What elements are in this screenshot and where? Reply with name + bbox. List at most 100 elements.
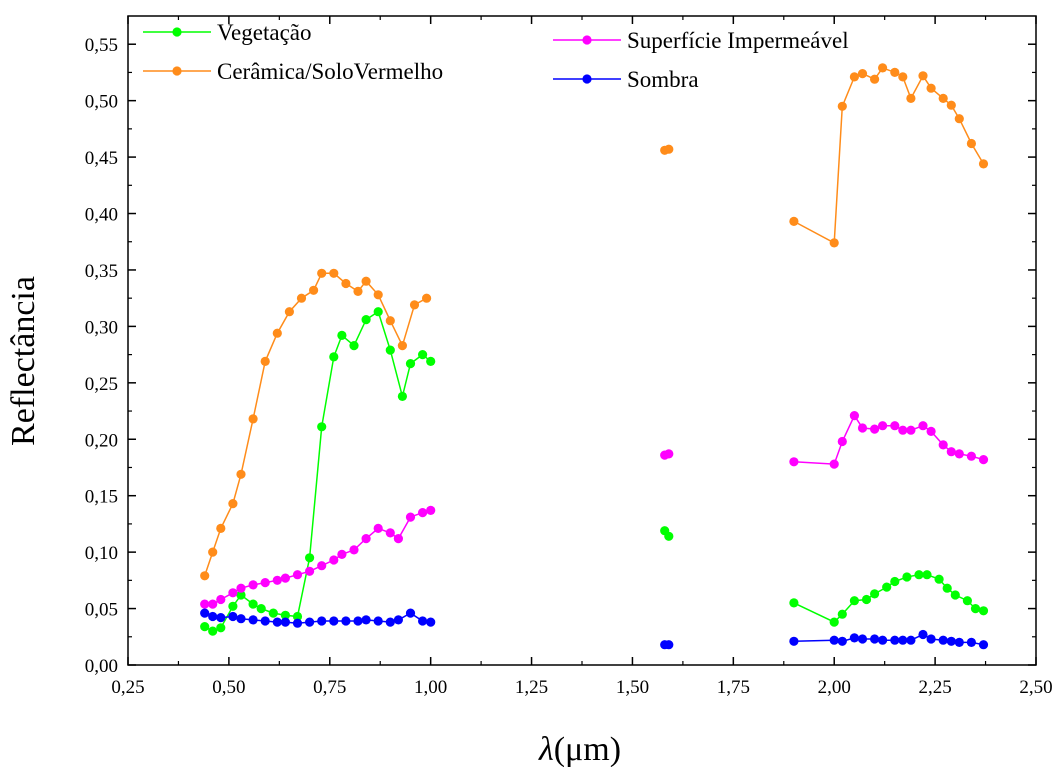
x-axis-title-unit: (μm) (554, 731, 621, 767)
data-point (216, 613, 226, 623)
data-point (397, 341, 407, 351)
data-point (829, 459, 839, 469)
data-point (890, 635, 900, 645)
data-point (870, 74, 880, 84)
data-point (849, 596, 860, 606)
data-point (208, 599, 218, 609)
y-tick-label: 0,00 (85, 656, 118, 677)
legend-item: Superfície Impermeável (553, 28, 849, 53)
data-point (236, 590, 246, 600)
data-point (280, 573, 290, 583)
data-point (292, 570, 303, 580)
data-point (664, 144, 674, 154)
data-point (353, 616, 363, 626)
data-point (260, 616, 270, 626)
data-point (292, 618, 303, 628)
data-point (349, 341, 359, 351)
data-point (878, 63, 888, 73)
data-point (849, 411, 860, 421)
data-point (902, 572, 912, 582)
data-point (329, 268, 339, 278)
data-point (422, 293, 432, 303)
data-point (228, 601, 238, 611)
data-point (954, 637, 964, 648)
data-point (978, 640, 989, 650)
x-tick-label: 2,50 (1019, 677, 1052, 698)
data-point (938, 93, 948, 103)
data-point (317, 268, 327, 278)
data-point (978, 159, 989, 169)
plot-area (127, 15, 1037, 666)
data-point (882, 582, 892, 592)
legend-label: Superfície Impermeável (627, 28, 849, 53)
data-point (292, 611, 303, 622)
data-point (954, 449, 964, 459)
data-point (353, 286, 363, 296)
data-point (789, 457, 799, 467)
data-point (361, 315, 371, 325)
data-point (418, 616, 428, 626)
data-point (309, 285, 319, 295)
data-point (898, 425, 908, 435)
data-point (926, 426, 936, 436)
data-point (228, 499, 238, 509)
legend-item: Vegetação (143, 20, 312, 45)
data-point (966, 138, 977, 149)
data-point (200, 608, 210, 618)
data-point (272, 328, 282, 338)
data-point (397, 391, 407, 401)
data-point (317, 561, 327, 571)
data-point (878, 635, 888, 645)
data-point (305, 553, 315, 563)
data-point (970, 604, 981, 614)
data-point (890, 67, 900, 77)
data-point (898, 72, 908, 82)
legend-label: Sombra (627, 67, 699, 92)
data-point (934, 574, 944, 584)
x-tick-label: 0,25 (111, 677, 144, 698)
legend-marker (582, 74, 592, 84)
data-point (426, 617, 436, 627)
data-point (329, 555, 339, 565)
data-point (373, 616, 383, 626)
data-point (216, 623, 226, 633)
x-tick-label: 2,00 (818, 677, 851, 698)
data-point (664, 449, 674, 459)
data-point (829, 635, 839, 645)
legend-label: Cerâmica/SoloVermelho (217, 59, 443, 84)
data-point (248, 599, 258, 609)
data-point (385, 617, 395, 627)
data-point (329, 352, 339, 362)
data-point (890, 421, 900, 431)
y-tick-label: 0,50 (85, 92, 118, 113)
legend-marker (172, 66, 182, 76)
data-point (200, 622, 210, 632)
data-point (870, 589, 880, 599)
y-axis: 0,00 0,05 0,10 0,15 0,20 0,25 0,30 0,35 0,40 0,45… (85, 35, 1036, 677)
legend-marker (582, 35, 592, 45)
data-point (228, 588, 238, 598)
series-1 (200, 63, 989, 581)
data-point (216, 594, 226, 605)
data-point (337, 330, 347, 340)
data-point (922, 570, 932, 580)
data-point (837, 436, 847, 447)
data-point (418, 507, 428, 518)
data-point (857, 423, 868, 433)
data-point (236, 614, 246, 624)
data-point (906, 93, 916, 103)
data-point (385, 345, 395, 355)
data-point (789, 598, 799, 608)
data-point (256, 604, 266, 614)
data-point (260, 356, 270, 366)
y-tick-label: 0,55 (85, 35, 118, 56)
data-point (946, 447, 956, 457)
data-point (837, 609, 847, 619)
data-point (329, 616, 339, 626)
x-axis-title: λ(μm) (538, 731, 621, 767)
legend-label: Vegetação (217, 20, 312, 45)
data-point (393, 615, 403, 625)
data-point (248, 414, 258, 424)
data-point (906, 425, 916, 435)
